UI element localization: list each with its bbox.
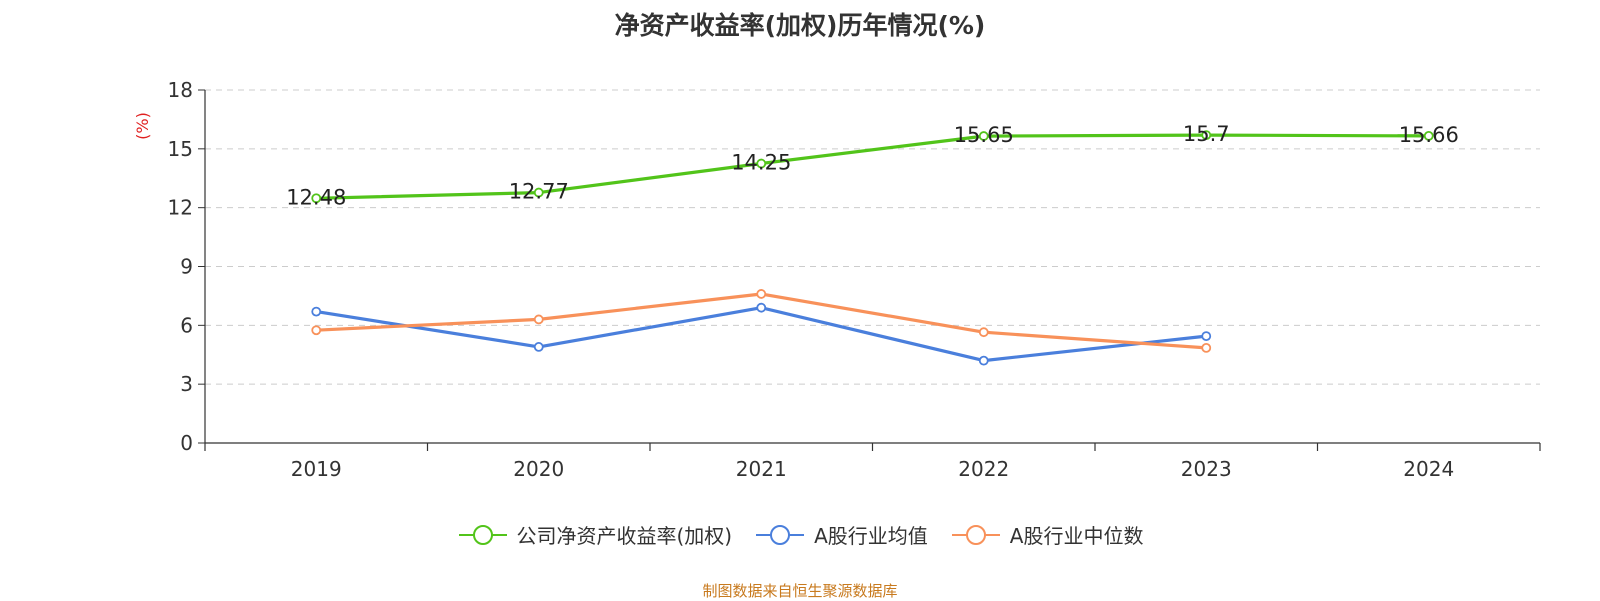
source-note: 制图数据来自恒生聚源数据库 (702, 582, 898, 600)
data-point (756, 302, 767, 313)
data-label: 12.48 (286, 185, 346, 209)
legend-line-marker-icon (951, 524, 1000, 545)
data-point (311, 306, 322, 317)
data-label: 14.25 (731, 151, 791, 175)
data-point (1201, 331, 1212, 342)
y-tick-label: 9 (180, 255, 193, 279)
x-tick-label: 2024 (1403, 457, 1454, 481)
legend-line-marker-icon (756, 524, 805, 545)
x-tick-label: 2023 (1181, 457, 1232, 481)
y-axis-label: (%) (133, 112, 152, 140)
data-label: 15.7 (1183, 122, 1230, 146)
data-label: 15.65 (954, 123, 1014, 147)
data-point (1423, 130, 1434, 141)
y-tick-label: 6 (180, 313, 193, 337)
data-point (756, 158, 767, 169)
data-point (1201, 342, 1212, 353)
x-tick-label: 2022 (958, 457, 1009, 481)
data-label: 15.66 (1399, 123, 1459, 147)
x-tick-label: 2019 (291, 457, 342, 481)
series-lines (311, 130, 1434, 366)
legend-item[interactable]: A股行业均值 (754, 520, 928, 549)
data-point (311, 325, 322, 336)
x-tick-label: 2021 (736, 457, 787, 481)
data-point (978, 355, 989, 366)
y-tick-label: 3 (180, 372, 193, 396)
series-line (316, 306, 1207, 363)
legend-label: A股行业均值 (814, 524, 928, 548)
legend-label: A股行业中位数 (1009, 524, 1144, 548)
data-point (1201, 130, 1212, 141)
chart-title: 净资产收益率(加权)历年情况(%) (614, 11, 986, 40)
data-point (311, 193, 322, 204)
legend-item[interactable]: A股行业中位数 (950, 520, 1144, 549)
y-tick-label: 18 (168, 78, 193, 102)
legend-label: 公司净资产收益率(加权) (516, 524, 733, 548)
data-point (756, 289, 767, 299)
data-point (978, 327, 989, 338)
y-tick-label: 0 (180, 431, 193, 455)
series-line (316, 292, 1207, 350)
legend: 公司净资产收益率(加权) A股行业均值 A股行业中位数 (0, 520, 1600, 549)
legend-item[interactable]: 公司净资产收益率(加权) (457, 520, 733, 549)
axes: 0 3 6 9 12 15 18 2019 2020 2021 2022 2023 2024 (168, 78, 1541, 481)
data-point (533, 187, 544, 198)
y-tick-label: 15 (168, 137, 193, 161)
data-point (978, 131, 989, 141)
legend-line-marker-icon (458, 524, 507, 545)
x-tick-label: 2020 (513, 457, 564, 481)
data-point (533, 314, 544, 325)
data-point (533, 342, 544, 352)
data-labels: 12.48 12.77 14.25 15.65 15.7 15.66 (286, 122, 1459, 209)
data-label: 12.77 (509, 180, 569, 204)
series-line (316, 133, 1429, 200)
y-tick-label: 12 (168, 196, 193, 220)
